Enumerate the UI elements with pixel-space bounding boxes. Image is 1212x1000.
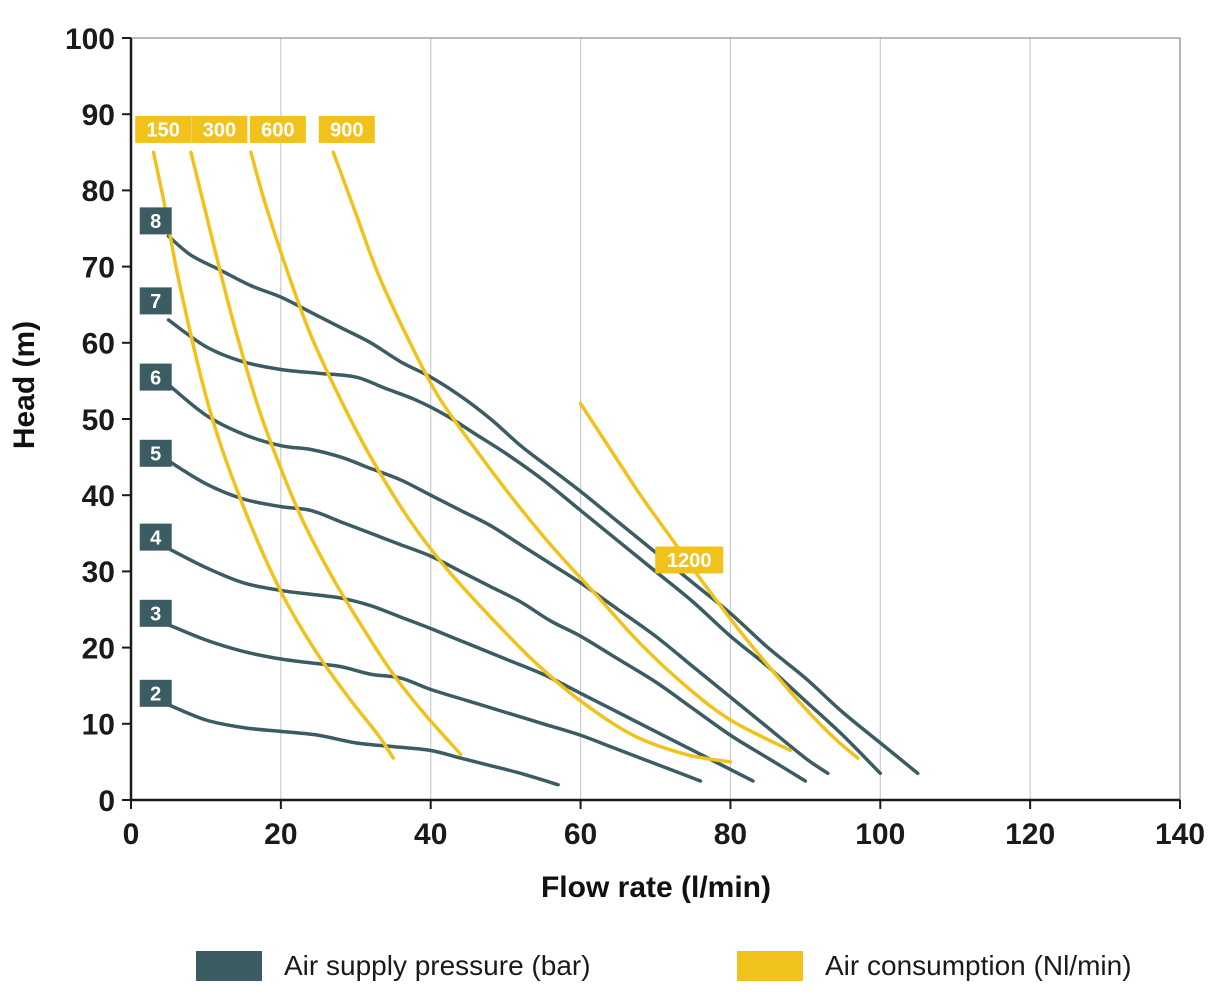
svg-text:300: 300: [203, 120, 236, 142]
svg-text:100: 100: [65, 23, 115, 56]
consumption-legend-label: Air consumption (Nl/min): [825, 950, 1132, 981]
svg-text:5: 5: [150, 443, 161, 465]
chart-canvas: Flow rate (l/min) Head (m) 0 20 40 60 80 100 1…: [8, 23, 1205, 904]
svg-text:3: 3: [150, 604, 161, 626]
svg-text:80: 80: [714, 818, 747, 851]
y-axis-title: Head (m): [8, 321, 41, 449]
pressure-legend-label: Air supply pressure (bar): [284, 950, 591, 981]
svg-text:6: 6: [150, 367, 161, 389]
svg-text:50: 50: [82, 404, 115, 437]
svg-text:40: 40: [414, 818, 447, 851]
svg-text:600: 600: [261, 120, 294, 142]
svg-text:60: 60: [564, 818, 597, 851]
svg-text:2: 2: [150, 684, 161, 706]
svg-text:10: 10: [82, 709, 115, 742]
svg-text:20: 20: [264, 818, 297, 851]
svg-text:90: 90: [82, 99, 115, 132]
svg-text:140: 140: [1155, 818, 1205, 851]
svg-text:120: 120: [1005, 818, 1055, 851]
svg-text:150: 150: [147, 120, 180, 142]
legend-item-pressure: Air supply pressure (bar): [196, 950, 591, 982]
svg-text:0: 0: [98, 785, 115, 818]
legend-item-consumption: Air consumption (Nl/min): [737, 950, 1132, 982]
svg-text:30: 30: [82, 556, 115, 589]
svg-text:4: 4: [150, 527, 162, 549]
pressure-color-swatch: [196, 951, 262, 981]
svg-text:8: 8: [150, 211, 161, 233]
svg-text:900: 900: [330, 120, 363, 142]
svg-text:80: 80: [82, 175, 115, 208]
svg-text:40: 40: [82, 480, 115, 513]
legend: Air supply pressure (bar) Air consumptio…: [0, 938, 1212, 1000]
svg-text:1200: 1200: [667, 550, 712, 572]
svg-text:100: 100: [855, 818, 905, 851]
svg-text:7: 7: [150, 291, 161, 313]
svg-text:20: 20: [82, 632, 115, 665]
svg-text:60: 60: [82, 328, 115, 361]
svg-text:70: 70: [82, 251, 115, 284]
x-axis-title: Flow rate (l/min): [541, 871, 771, 904]
svg-text:0: 0: [123, 818, 140, 851]
consumption-color-swatch: [737, 951, 803, 981]
